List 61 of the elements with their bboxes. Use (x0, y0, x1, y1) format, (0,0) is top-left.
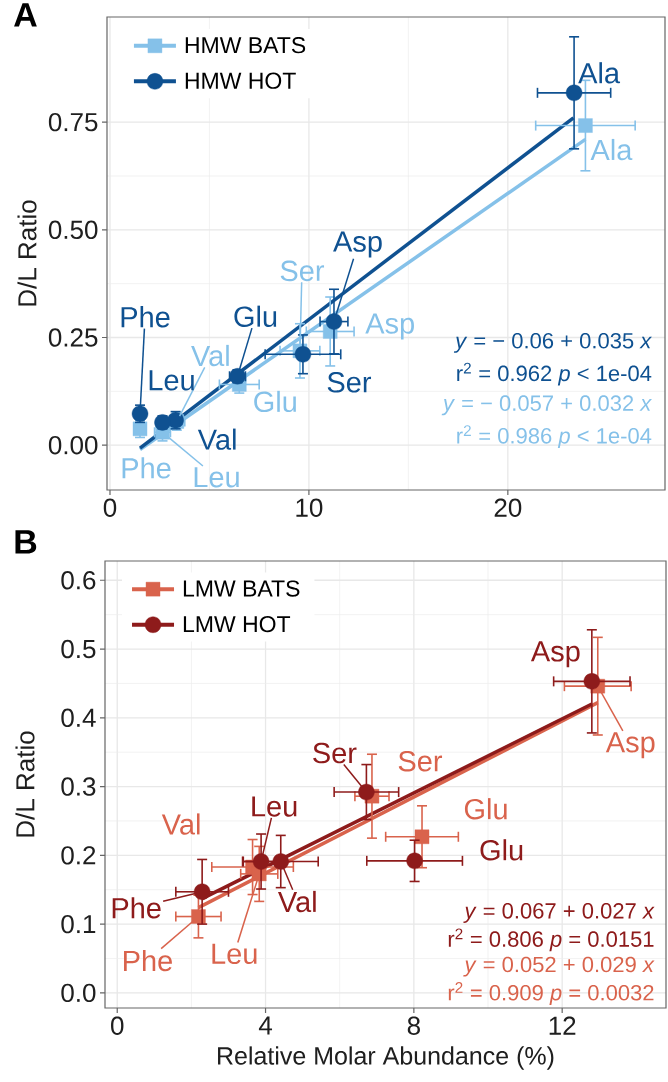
y-tick-label: 0.2 (61, 846, 96, 865)
x-tick-label: 20 (494, 498, 522, 517)
annotation: Phe (112, 897, 161, 919)
annotation: y = 0.067 + 0.027 x (463, 903, 655, 923)
chart-title: B (15, 530, 37, 554)
annotation: Ala (578, 62, 621, 84)
y-tick-label: 0.1 (61, 914, 96, 934)
annotation: Leu (252, 796, 297, 817)
annotation: Ser (280, 260, 325, 282)
x-axis-title: Relative Molar Abundance (%) (218, 1046, 554, 1070)
chart-title: A (14, 3, 37, 27)
annotation: Leu (149, 370, 194, 391)
annotation: Glu (480, 839, 523, 861)
annotation: Asp (365, 313, 414, 340)
annotation: Phe (122, 457, 171, 479)
annotation: Glu (464, 798, 507, 820)
annotation: Phe (124, 949, 172, 972)
y-tick-label: 0.6 (61, 571, 96, 590)
annotation: Val (161, 813, 200, 835)
annotation: r$^{2}$ = 0.806 p = 0.0151 (448, 928, 654, 952)
annotation: y = − 0.057 + 0.032 x (441, 395, 652, 416)
y-tick-label: 0.25 (48, 328, 98, 347)
annotation: Val (197, 428, 236, 450)
x-tick-label: 8 (407, 1016, 420, 1035)
y-tick-label: 0.5 (61, 639, 96, 659)
legend-label: HMW HOT (185, 72, 296, 89)
annotation: Asp (605, 732, 655, 759)
annotation: Ser (313, 742, 357, 764)
annotation: r$^{2}$ = 0.986 p < 1e-04 (457, 425, 652, 448)
annotation: r$^{2}$ = 0.909 p = 0.0032 (448, 982, 654, 1005)
legend-label: HMW BATS (185, 37, 306, 54)
y-tick-label: 0.3 (61, 777, 96, 796)
y-tick-label: 0.4 (61, 708, 96, 727)
annotation: y = − 0.06 + 0.035 x (453, 332, 652, 353)
x-tick-label: 0 (111, 1016, 124, 1035)
annotation: Glu (234, 305, 277, 327)
x-tick-label: 4 (258, 1016, 273, 1035)
annotation: Val (191, 344, 229, 367)
y-tick-label: 0.50 (48, 220, 98, 240)
annotation: Ala (590, 138, 633, 161)
annotation: Asp (530, 641, 580, 668)
annotation: Leu (194, 467, 239, 488)
annotation: Asp (333, 231, 382, 258)
annotation: Leu (212, 943, 257, 965)
annotation: y = 0.052 + 0.029 x (463, 956, 655, 977)
legend-label: LMW HOT (183, 615, 291, 633)
y-tick-label: 0.75 (48, 112, 98, 132)
x-tick-label: 10 (296, 498, 323, 517)
y-axis-title: D/L Ratio (17, 200, 37, 306)
y-tick-label: 0.0 (61, 983, 96, 1003)
x-tick-label: 0 (103, 498, 117, 517)
annotation: Phe (121, 306, 170, 328)
annotation: r$^{2}$ = 0.962 p < 1e-04 (457, 362, 652, 386)
y-axis-title: D/L Ratio (15, 731, 35, 837)
annotation: Glu (254, 390, 296, 413)
x-tick-label: 12 (549, 1016, 576, 1035)
annotation: Ser (398, 750, 443, 772)
annotation: Val (277, 890, 316, 913)
y-tick-label: 0.00 (48, 436, 98, 455)
legend-label: LMW BATS (183, 580, 300, 597)
annotation: Ser (327, 372, 372, 393)
